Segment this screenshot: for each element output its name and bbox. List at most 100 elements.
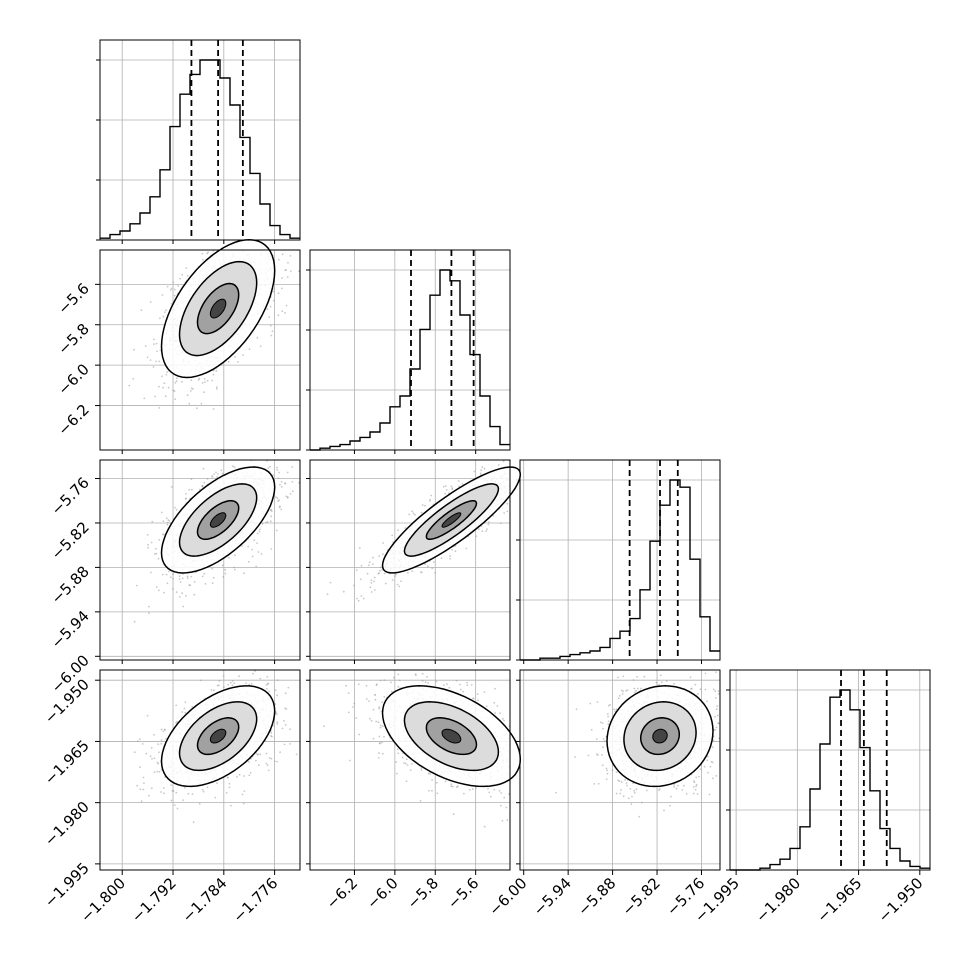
scatter-point [230,804,232,807]
scatter-point [405,758,408,761]
scatter-point [291,466,294,468]
scatter-point [404,762,407,765]
scatter-point [170,784,173,786]
scatter-point [233,221,235,223]
scatter-point [528,766,530,768]
scatter-point [179,581,182,583]
scatter-point [245,437,247,439]
scatter-point [534,454,536,456]
scatter-point [184,701,187,704]
scatter-point [212,373,215,376]
scatter-point [535,475,537,477]
scatter-point [514,451,516,453]
scatter-point [286,276,289,278]
scatter-point [342,590,345,593]
scatter-point [185,267,188,269]
scatter-point [192,388,194,390]
scatter-point [266,520,269,523]
scatter-point [153,757,156,760]
scatter-point [156,770,159,773]
scatter-point [370,582,373,584]
scatter-point [241,793,244,796]
scatter-point [276,469,279,471]
scatter-point [419,800,422,802]
scatter-point [424,563,426,565]
scatter-point [146,356,149,359]
scatter-point [162,315,165,318]
scatter-point [404,527,407,529]
scatter-point [186,577,189,579]
scatter-point [379,724,382,727]
scatter-point [287,261,289,264]
scatter-point [289,728,291,731]
scatter-point [355,569,358,572]
scatter-point [278,499,280,502]
scatter-point [369,586,372,589]
scatter-point [148,794,150,797]
scatter-point [294,227,296,229]
scatter-point [219,235,221,237]
scatter-point [420,769,423,771]
scatter-point [185,594,187,597]
scatter-point [259,528,261,531]
scatter-point [375,720,378,723]
scatter-point [179,277,182,280]
scatter-point [153,338,155,341]
scatter-point [191,488,193,491]
scatter-point [556,712,558,714]
scatter-point [395,761,398,763]
scatter-point [250,235,252,237]
scatter-point [523,450,525,452]
scatter-point [202,467,205,470]
histogram-step-line [520,479,720,661]
scatter-point [277,248,279,250]
scatter-point [186,275,189,277]
scatter-point [270,334,273,337]
scatter-point [151,520,154,523]
scatter-point [445,489,448,491]
scatter-point [201,247,203,249]
scatter-point [253,213,255,215]
scatter-point [170,799,173,802]
scatter-point [527,743,529,745]
scatter-point [167,570,170,573]
scatter-point [206,786,209,789]
scatter-point [408,513,411,516]
scatter-point [243,775,245,777]
scatter-point [270,732,273,734]
scatter-point [160,791,163,793]
scatter-point [553,469,555,471]
scatter-point [267,769,270,772]
scatter-point [475,535,478,538]
scatter-point [175,704,178,707]
scatter-point [269,305,272,308]
scatter-point [429,500,431,502]
scatter-point [261,522,264,525]
scatter-point [181,273,184,276]
scatter-point [427,682,429,684]
scatter-point [397,685,400,688]
scatter-point [259,753,262,756]
scatter-point [256,542,258,544]
scatter-point [518,800,520,802]
scatter-point [531,488,533,490]
scatter-point [403,762,405,764]
scatter-point [269,520,272,523]
scatter-point [216,684,219,687]
scatter-point [455,679,458,682]
scatter-point [280,508,282,511]
scatter-point [277,477,280,480]
scatter-point [533,487,535,489]
scatter-point [248,683,251,686]
scatter-panel-1-0 [100,213,300,450]
scatter-point [373,576,376,579]
scatter-point [183,707,186,710]
scatter-point [171,789,174,792]
scatter-point [160,511,163,514]
scatter-point [154,547,157,550]
scatter-point [210,689,213,691]
scatter-point [511,516,513,518]
scatter-point [162,386,165,389]
scatter-point [221,564,224,567]
histogram-panels [96,40,930,871]
